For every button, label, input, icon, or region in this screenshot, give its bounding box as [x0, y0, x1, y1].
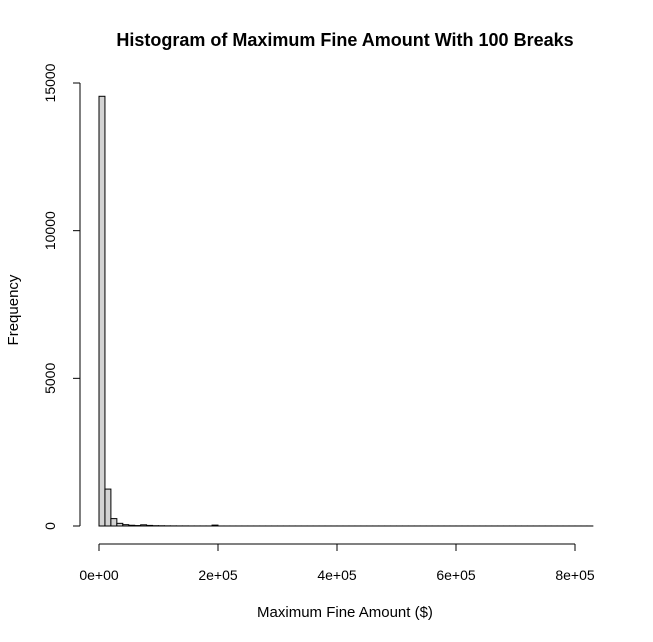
y-axis: 0 5000 10000 15000 [42, 63, 81, 530]
histogram-bar [128, 524, 136, 527]
histogram-bar [122, 524, 130, 527]
x-tick-label: 2e+05 [198, 567, 238, 583]
y-tick-label: 5000 [42, 363, 58, 394]
histogram-bar [110, 518, 118, 527]
y-tick-label: 0 [42, 522, 58, 530]
x-axis: 0e+00 2e+05 4e+05 6e+05 8e+05 [79, 543, 595, 583]
x-tick-label: 4e+05 [317, 567, 357, 583]
histogram-bar [146, 524, 154, 527]
x-tick-label: 0e+00 [79, 567, 119, 583]
x-tick-label: 8e+05 [555, 567, 595, 583]
histogram-bar [104, 488, 112, 527]
y-tick-label: 10000 [42, 211, 58, 250]
y-axis-label: Frequency [5, 274, 22, 345]
histogram-bar [116, 522, 124, 527]
histogram-bar [140, 524, 148, 527]
y-tick-label: 15000 [42, 63, 58, 102]
chart-title: Histogram of Maximum Fine Amount With 10… [116, 30, 573, 50]
histogram-bar [98, 95, 106, 527]
x-axis-label: Maximum Fine Amount ($) [257, 604, 433, 621]
histogram-bar [211, 524, 219, 527]
bars-group [98, 95, 594, 527]
x-tick-label: 6e+05 [436, 567, 476, 583]
